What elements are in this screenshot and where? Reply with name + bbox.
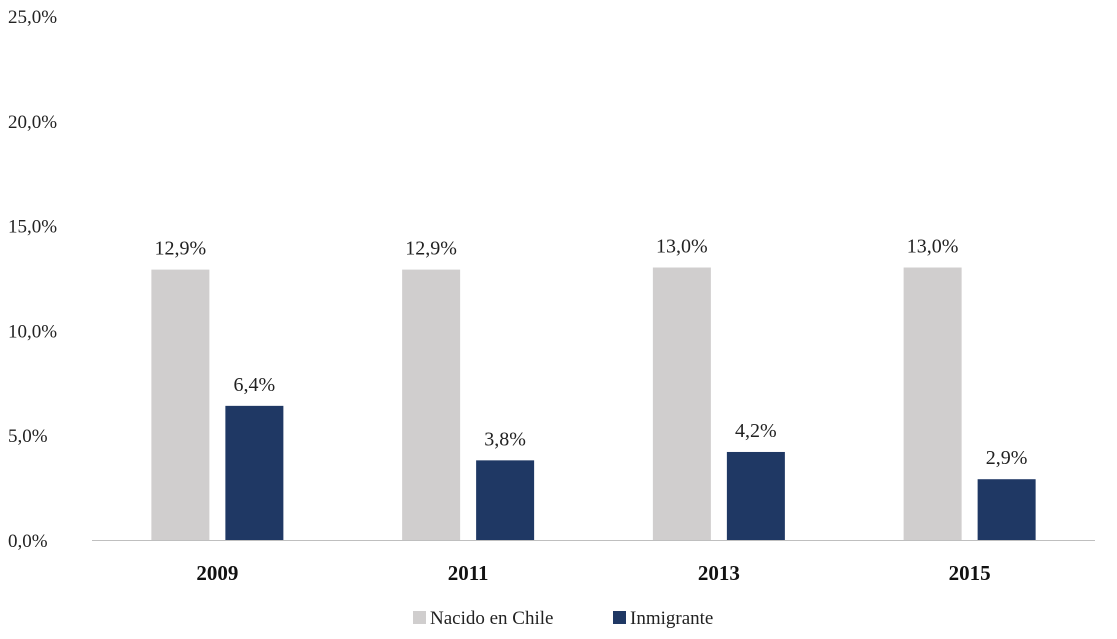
bar-inmigrante-2015	[977, 479, 1036, 540]
data-label: 2,9%	[986, 447, 1028, 469]
y-tick-label: 25,0%	[8, 7, 57, 28]
x-tick-label: 2009	[196, 561, 238, 585]
legend-swatch	[413, 611, 426, 624]
bar-inmigrante-2009	[225, 405, 284, 540]
legend-label: Nacido en Chile	[430, 608, 553, 629]
bar-inmigrante-2013	[726, 451, 785, 540]
bar-nacido-en-chile-2013	[652, 267, 711, 540]
data-label: 6,4%	[234, 374, 276, 396]
data-label: 3,8%	[484, 428, 526, 450]
bar-inmigrante-2011	[476, 460, 535, 540]
y-tick-label: 15,0%	[8, 217, 57, 238]
y-tick-label: 10,0%	[8, 321, 57, 342]
bar-nacido-en-chile-2011	[402, 269, 461, 540]
legend-swatch	[613, 611, 626, 624]
bars: 12,9% 6,4% 12,9% 3,8% 13,0% 4,2% 13,0% 2,9%	[151, 236, 1036, 540]
legend: Nacido en Chile Inmigrante	[413, 608, 713, 629]
x-tick-label: 2013	[698, 561, 740, 585]
y-tick-label: 0,0%	[8, 531, 48, 552]
bar-nacido-en-chile-2015	[903, 267, 962, 540]
data-label: 12,9%	[155, 238, 207, 260]
y-axis: 0,0% 5,0% 10,0% 15,0% 20,0% 25,0%	[8, 7, 57, 552]
data-label: 13,0%	[907, 236, 959, 258]
y-tick-label: 20,0%	[8, 112, 57, 133]
x-axis: 2009 2011 2013 2015	[196, 561, 990, 585]
data-label: 13,0%	[656, 236, 708, 258]
data-label: 4,2%	[735, 420, 777, 442]
y-tick-label: 5,0%	[8, 426, 48, 447]
legend-label: Inmigrante	[630, 608, 713, 629]
bar-nacido-en-chile-2009	[151, 269, 210, 540]
x-tick-label: 2015	[949, 561, 991, 585]
data-label: 12,9%	[405, 238, 457, 260]
x-tick-label: 2011	[448, 561, 489, 585]
